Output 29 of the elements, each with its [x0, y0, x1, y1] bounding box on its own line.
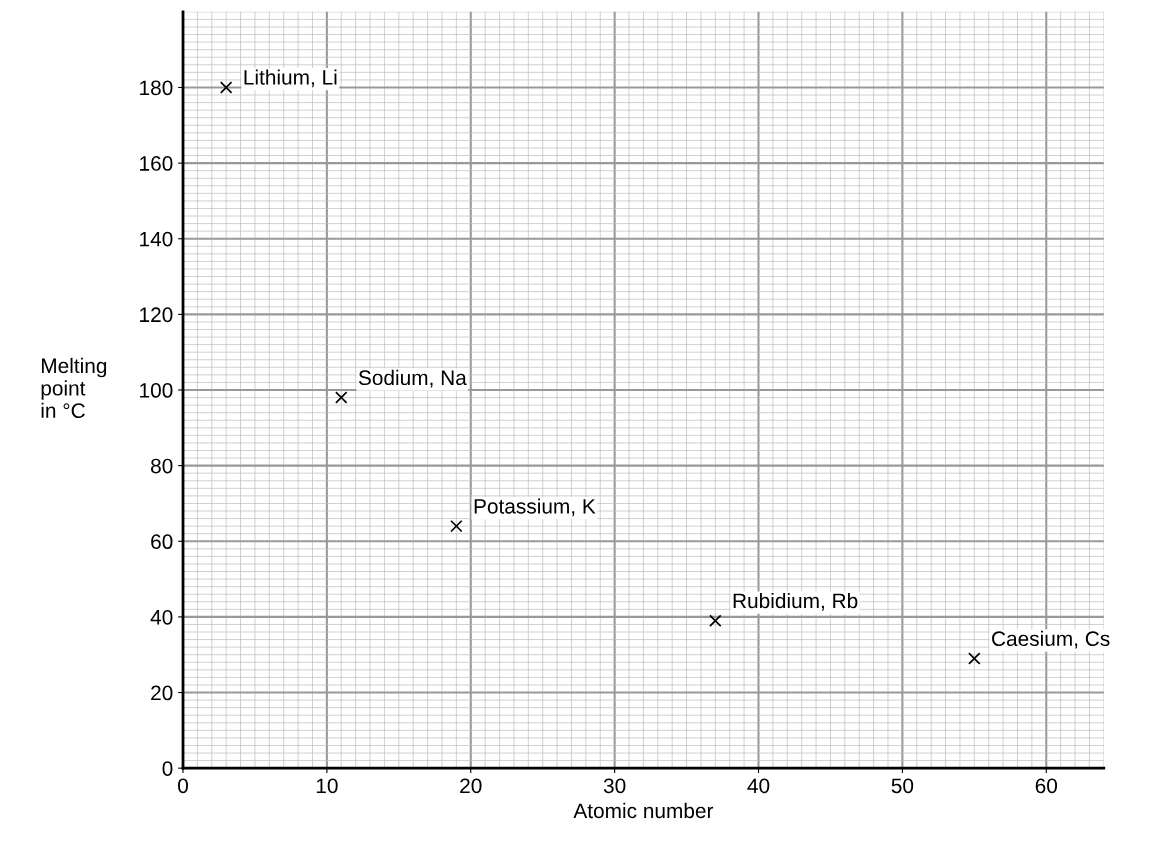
y-tick-label: 60 [151, 534, 173, 550]
point [335, 391, 348, 404]
annotation: Potassium, K [474, 498, 596, 517]
y-tick-label: 80 [151, 458, 173, 474]
y-tick-label: 140 [140, 231, 173, 247]
point [219, 81, 233, 94]
annotation: Lithium, Li [244, 69, 337, 88]
y-tick-label: 180 [140, 80, 173, 96]
annotation: Caesium, Cs [992, 630, 1110, 649]
x-tick-label: 30 [603, 778, 626, 794]
x-tick-label: 10 [316, 778, 338, 794]
x-tick-label: 50 [891, 778, 914, 794]
y-tick-label: 0 [162, 761, 173, 776]
point [968, 652, 981, 665]
x-tick-label: 40 [747, 778, 770, 794]
y-tick-label: 160 [140, 156, 173, 171]
x-axis-title: Atomic number [573, 802, 714, 819]
y-tick-label: 100 [140, 383, 173, 398]
y-tick-label: 120 [140, 307, 173, 323]
point [450, 519, 463, 533]
y-tick-label: 40 [150, 609, 173, 625]
x-tick-label: 60 [1035, 778, 1058, 794]
annotation: Rubidium, Rb [733, 592, 858, 611]
point [709, 614, 722, 627]
x-tick-label: 0 [178, 778, 188, 794]
x-tick-label: 20 [460, 778, 482, 794]
y-tick-label: 20 [151, 685, 173, 701]
y-axis-title: Melting point in °C [41, 357, 107, 419]
annotation: Sodium, Na [358, 369, 467, 388]
